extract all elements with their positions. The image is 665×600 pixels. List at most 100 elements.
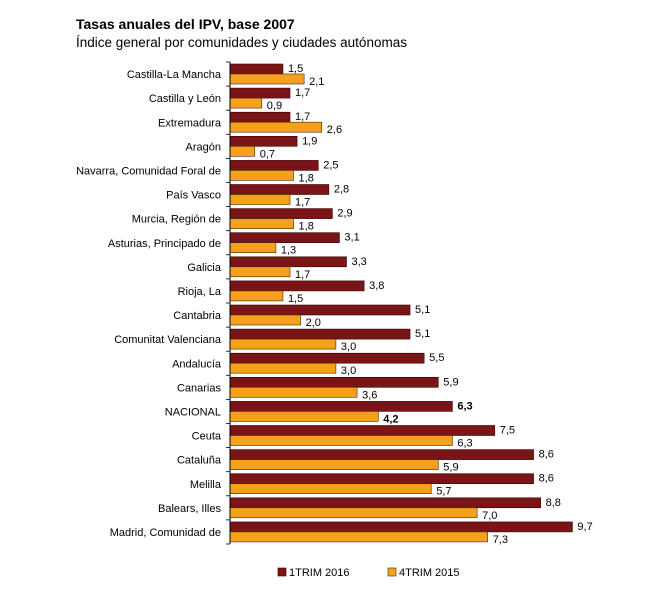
category-label: Rioja, La [178,286,222,298]
category-label: NACIONAL [165,406,221,418]
value-label-1trim-2016: 9,7 [577,521,592,533]
bar-1trim-2016 [229,497,541,509]
value-label-1trim-2016: 1,7 [295,111,310,123]
bar-4trim-2015 [229,121,323,133]
value-label-1trim-2016: 2,9 [337,208,352,220]
value-label-1trim-2016: 3,3 [351,256,366,268]
bar-1trim-2016 [229,160,319,171]
category-label: País Vasco [166,190,221,202]
bar-1trim-2016 [229,352,425,364]
category-label: Galicia [187,262,222,274]
value-label-4trim-2015: 1,8 [299,172,314,184]
value-label-4trim-2015: 3,0 [341,365,356,377]
bar-4trim-2015 [229,170,294,181]
bar-1trim-2016 [229,232,340,243]
category-label: Cataluña [177,455,222,467]
bar-1trim-2016 [229,304,411,316]
value-label-1trim-2016: 5,1 [415,328,430,340]
bar-1trim-2016 [229,184,330,195]
bar-1trim-2016 [229,328,411,340]
category-label: Comunitat Valenciana [114,334,222,346]
value-label-4trim-2015: 1,7 [295,197,310,209]
value-label-4trim-2015: 4,2 [383,413,398,425]
legend-label-1trim-2016: 1TRIM 2016 [289,567,350,579]
category-label: Canarias [177,382,222,394]
category-label: Andalucía [172,358,222,370]
chart-title: Tasas anuales del IPV, base 2007 [76,16,295,32]
bar-4trim-2015 [229,531,488,543]
value-label-4trim-2015: 1,3 [281,245,296,257]
category-label: Aragón [186,141,221,153]
value-label-4trim-2015: 1,5 [288,293,303,305]
bar-4trim-2015 [229,435,453,446]
bar-4trim-2015 [229,146,256,157]
category-label: Madrid, Comunidad de [110,527,221,539]
bar-1trim-2016 [229,449,534,460]
bar-4trim-2015 [229,314,301,326]
value-label-1trim-2016: 1,5 [288,63,303,75]
value-label-4trim-2015: 2,0 [306,317,321,329]
category-label: Murcia, Región de [132,214,221,226]
category-label: Balears, Illes [158,503,221,515]
value-label-4trim-2015: 2,1 [309,76,324,88]
category-label: Melilla [190,479,222,491]
value-label-1trim-2016: 1,9 [302,135,317,147]
value-label-4trim-2015: 2,6 [327,124,342,136]
bar-4trim-2015 [229,483,432,495]
category-label: Castilla y León [149,93,221,105]
bar-1trim-2016 [229,136,298,147]
bar-4trim-2015 [229,459,439,470]
value-label-1trim-2016: 6,3 [457,400,472,412]
bar-1trim-2016 [229,425,496,436]
bar-1trim-2016 [229,87,291,99]
value-label-4trim-2015: 0,7 [260,148,275,160]
value-label-4trim-2015: 5,9 [443,462,458,474]
category-label: Castilla-La Mancha [127,69,222,81]
value-label-4trim-2015: 7,0 [482,510,497,522]
category-label: Ceuta [192,431,222,443]
value-label-1trim-2016: 2,8 [334,184,349,196]
bar-4trim-2015 [229,97,263,109]
bar-4trim-2015 [229,507,478,519]
value-label-4trim-2015: 6,3 [457,438,472,450]
bar-4trim-2015 [229,194,291,205]
value-label-1trim-2016: 2,5 [323,159,338,171]
bar-1trim-2016 [229,280,365,292]
category-label: Asturias, Principado de [108,238,221,250]
legend-label-4trim-2015: 4TRIM 2015 [399,567,460,579]
bar-1trim-2016 [229,208,333,219]
bar-1trim-2016 [229,63,284,75]
category-label: Cantabria [173,310,222,322]
bar-4trim-2015 [229,242,277,253]
category-label: Extremadura [158,117,222,129]
bar-4trim-2015 [229,73,305,85]
value-label-1trim-2016: 5,5 [429,352,444,364]
category-label: Navarra, Comunidad Foral de [76,165,221,177]
bar-4trim-2015 [229,338,337,350]
chart-subtitle: Índice general por comunidades y ciudade… [76,35,407,50]
value-label-1trim-2016: 8,6 [539,449,554,461]
value-label-1trim-2016: 8,6 [539,473,554,485]
value-label-4trim-2015: 7,3 [493,534,508,546]
legend-swatch-1trim-2016 [277,567,287,577]
value-label-4trim-2015: 3,0 [341,341,356,353]
bar-1trim-2016 [229,111,291,123]
value-label-1trim-2016: 5,1 [415,304,430,316]
value-label-4trim-2015: 1,7 [295,269,310,281]
bar-4trim-2015 [229,218,294,229]
bar-4trim-2015 [229,362,337,374]
bar-1trim-2016 [229,376,439,388]
value-label-1trim-2016: 5,9 [443,376,458,388]
value-label-4trim-2015: 5,7 [436,486,451,498]
value-label-1trim-2016: 3,1 [344,232,359,244]
bar-4trim-2015 [229,411,379,422]
value-label-4trim-2015: 0,9 [267,100,282,112]
bar-1trim-2016 [229,256,347,268]
value-label-4trim-2015: 1,8 [299,221,314,233]
bar-1trim-2016 [229,473,534,485]
value-label-1trim-2016: 1,7 [295,87,310,99]
value-label-1trim-2016: 3,8 [369,280,384,292]
value-label-1trim-2016: 7,5 [500,425,515,437]
legend-swatch-4trim-2015 [387,567,397,577]
